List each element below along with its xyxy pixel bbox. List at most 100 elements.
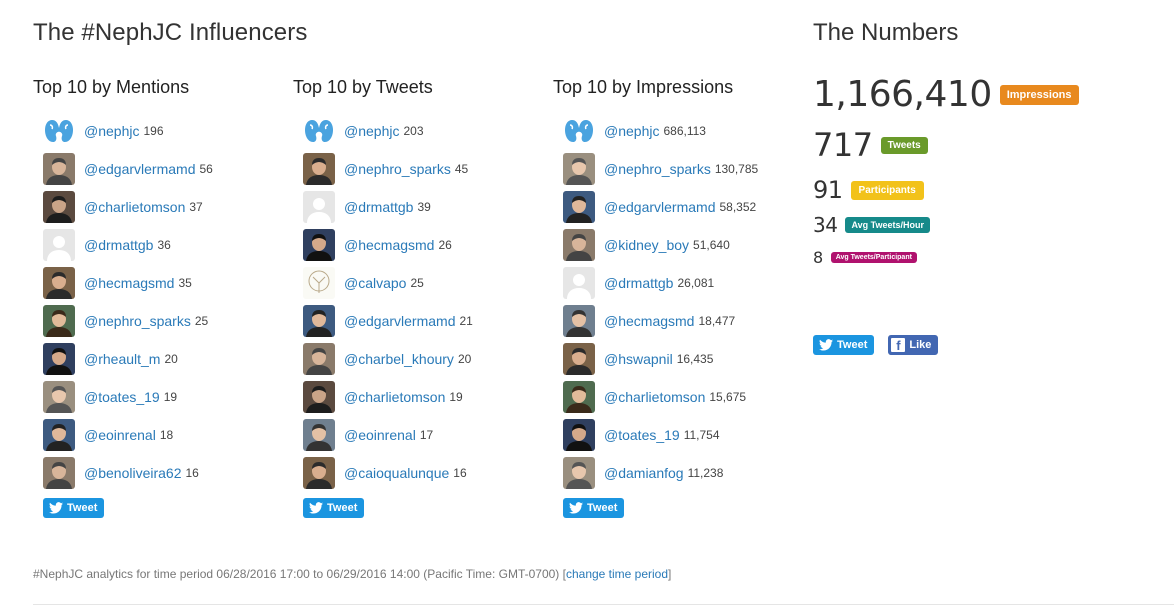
leaderboard-row: @hecmagsmd 26 <box>293 226 543 264</box>
user-avatar <box>43 381 75 413</box>
user-handle-link[interactable]: @edgarvlermamd <box>604 199 716 215</box>
stat-row: 8 Avg Tweets/Participant <box>813 248 917 267</box>
user-handle-link[interactable]: @kidney_boy <box>604 237 690 253</box>
user-handle-link[interactable]: @nephro_sparks <box>344 161 451 177</box>
user-count: 36 <box>157 238 171 252</box>
stat-value: 91 <box>813 176 843 204</box>
user-handle-link[interactable]: @hecmagsmd <box>604 313 695 329</box>
tweet-button-label: Tweet <box>67 502 98 514</box>
user-handle-link[interactable]: @eoinrenal <box>344 427 416 443</box>
user-handle-link[interactable]: @nephro_sparks <box>84 313 191 329</box>
user-avatar <box>563 419 595 451</box>
user-count: 11,238 <box>687 466 724 480</box>
user-handle-link[interactable]: @hswapnil <box>604 351 673 367</box>
tweet-button[interactable]: Tweet <box>303 498 365 518</box>
user-avatar <box>303 419 335 451</box>
stat-row: 1,166,410 Impressions <box>813 74 1079 115</box>
stat-label-badge: Avg Tweets/Participant <box>830 252 917 263</box>
footer-analytics-period: #NephJC analytics for time period 06/28/… <box>33 567 671 581</box>
footer-close: ] <box>668 567 672 581</box>
leaderboard-row: @calvapo 25 <box>293 264 543 302</box>
leaderboard-row: @eoinrenal 18 <box>33 416 283 454</box>
leaderboard-row: @toates_19 19 <box>33 378 283 416</box>
leaderboard-row: @nephjc 203 <box>293 112 543 150</box>
user-count: 130,785 <box>714 162 759 176</box>
user-avatar <box>563 381 595 413</box>
user-handle-link[interactable]: @rheault_m <box>84 351 161 367</box>
user-handle-link[interactable]: @nephjc <box>344 123 400 139</box>
user-count: 45 <box>454 162 469 176</box>
user-handle-link[interactable]: @charlietomson <box>344 389 446 405</box>
stat-row: 34 Avg Tweets/Hour <box>813 213 930 237</box>
share-tweet-button[interactable]: Tweet <box>813 335 875 355</box>
leaderboard-row: @drmattgb 39 <box>293 188 543 226</box>
user-count: 196 <box>143 124 164 138</box>
user-count: 11,754 <box>683 428 720 442</box>
leaderboard-row: @hswapnil 16,435 <box>553 340 803 378</box>
tweet-button-label: Tweet <box>327 502 358 514</box>
stat-value: 34 <box>813 213 838 237</box>
user-handle-link[interactable]: @drmattgb <box>344 199 414 215</box>
user-avatar <box>43 153 75 185</box>
leaderboard-row: @kidney_boy 51,640 <box>553 226 803 264</box>
change-time-period-link[interactable]: change time period <box>565 567 669 581</box>
leaderboard-heading: Top 10 by Tweets <box>293 77 433 97</box>
leaderboard-row: @rheault_m 20 <box>33 340 283 378</box>
user-handle-link[interactable]: @charlietomson <box>604 389 706 405</box>
leaderboard-row: @charlietomson 37 <box>33 188 283 226</box>
user-handle-link[interactable]: @damianfog <box>604 465 684 481</box>
twitter-bird-icon <box>569 502 583 514</box>
user-handle-link[interactable]: @hecmagsmd <box>344 237 435 253</box>
tweet-button[interactable]: Tweet <box>43 498 105 518</box>
user-count: 16 <box>185 466 199 480</box>
user-handle-link[interactable]: @edgarvlermamd <box>344 313 456 329</box>
user-handle-link[interactable]: @toates_19 <box>84 389 160 405</box>
leaderboard-row: @charlietomson 19 <box>293 378 543 416</box>
user-avatar <box>43 343 75 375</box>
user-handle-link[interactable]: @nephjc <box>604 123 660 139</box>
user-handle-link[interactable]: @caioqualunque <box>344 465 450 481</box>
leaderboard-row: @nephjc 196 <box>33 112 283 150</box>
user-handle-link[interactable]: @nephro_sparks <box>604 161 711 177</box>
user-count: 26 <box>438 238 452 252</box>
user-handle-link[interactable]: @benoliveira62 <box>84 465 182 481</box>
user-handle-link[interactable]: @drmattgb <box>84 237 154 253</box>
facebook-like-label: Like <box>909 339 932 351</box>
user-handle-link[interactable]: @edgarvlermamd <box>84 161 196 177</box>
facebook-like-button[interactable]: f Like <box>888 335 939 355</box>
leaderboard-row: @toates_19 11,754 <box>553 416 803 454</box>
user-count: 26,081 <box>677 276 715 290</box>
user-handle-link[interactable]: @charlietomson <box>84 199 186 215</box>
user-handle-link[interactable]: @eoinrenal <box>84 427 156 443</box>
leaderboard-row: @benoliveira62 16 <box>33 454 283 492</box>
stat-row: 717 Tweets <box>813 126 928 164</box>
user-count: 19 <box>449 390 463 404</box>
facebook-icon: f <box>891 338 906 353</box>
tweet-button[interactable]: Tweet <box>563 498 625 518</box>
leaderboard-column: Top 10 by Mentions @nephjc 196 @edgarvlerma… <box>33 76 283 519</box>
user-handle-link[interactable]: @calvapo <box>344 275 407 291</box>
user-handle-link[interactable]: @nephjc <box>84 123 140 139</box>
leaderboard-heading: Top 10 by Impressions <box>553 77 734 97</box>
user-handle-link[interactable]: @toates_19 <box>604 427 680 443</box>
user-count: 686,113 <box>663 124 706 138</box>
leaderboard-row: @nephro_sparks 45 <box>293 150 543 188</box>
user-count: 18,477 <box>698 314 736 328</box>
stat-label-badge: Tweets <box>880 136 928 154</box>
user-avatar <box>303 381 335 413</box>
default-avatar-icon <box>563 267 595 299</box>
page-title: The #NephJC Influencers <box>33 19 308 46</box>
user-handle-link[interactable]: @charbel_khoury <box>344 351 454 367</box>
leaderboard-list: @nephjc 686,113 @nephro_sparks 130,785 @edga… <box>553 112 803 492</box>
user-count: 39 <box>417 200 431 214</box>
user-handle-link[interactable]: @hecmagsmd <box>84 275 175 291</box>
user-avatar <box>43 419 75 451</box>
user-handle-link[interactable]: @drmattgb <box>604 275 674 291</box>
user-avatar <box>563 457 595 489</box>
user-count: 35 <box>178 276 192 290</box>
user-count: 19 <box>163 390 178 404</box>
user-count: 18 <box>159 428 174 442</box>
user-count: 58,352 <box>719 200 757 214</box>
leaderboard-row: @damianfog 11,238 <box>553 454 803 492</box>
stat-value: 8 <box>813 248 823 267</box>
